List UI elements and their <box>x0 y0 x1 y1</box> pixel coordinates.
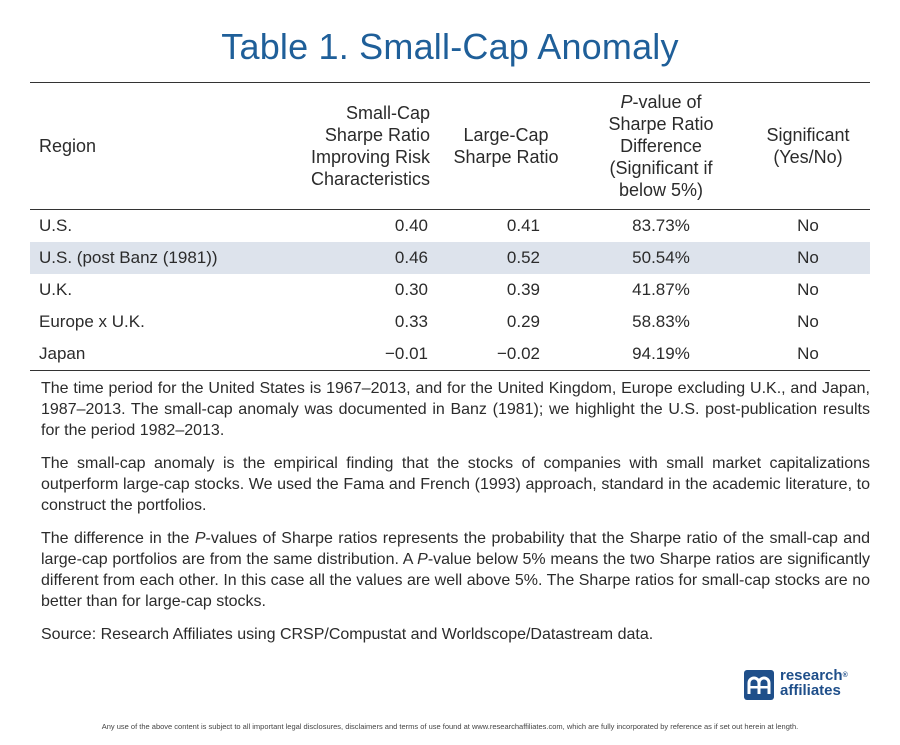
cell-significant: No <box>746 242 870 274</box>
header-small-cap-line: Improving Risk <box>310 147 430 167</box>
header-region: Region <box>30 82 252 210</box>
header-p-value-line: below 5%) <box>618 180 704 200</box>
note-source: Source: Research Affiliates using CRSP/C… <box>41 626 654 643</box>
header-significant: Significant (Yes/No) <box>746 82 870 210</box>
header-large-cap-line: Large-Cap <box>463 125 549 145</box>
table-notes: The time period for the United States is… <box>41 378 870 657</box>
table-row: U.S. 0.40 0.41 83.73% No <box>30 210 870 243</box>
note-p-italic: P <box>417 551 428 568</box>
small-cap-table: Region Small-Cap Sharpe Ratio Improving … <box>30 82 870 371</box>
cell-significant: No <box>797 312 819 331</box>
table-row: Europe x U.K. 0.33 0.29 58.83% No <box>30 306 870 338</box>
note-text: -value below 5% means the two Sharpe rat… <box>41 551 871 610</box>
table-row-highlighted: U.S. (post Banz (1981)) 0.46 0.52 50.54%… <box>30 242 870 274</box>
cell-region: Europe x U.K. <box>39 312 145 331</box>
header-small-cap-line: Sharpe Ratio <box>324 125 430 145</box>
cell-p-value: 58.83% <box>632 312 690 331</box>
note-time-period: The time period for the United States is… <box>41 380 870 439</box>
logo-line-research: research <box>780 667 843 684</box>
legal-disclaimer: Any use of the above content is subject … <box>101 722 799 731</box>
cell-p-value: 41.87% <box>632 280 690 299</box>
cell-large-cap: 0.39 <box>506 280 540 299</box>
logo-wordmark: research® affiliates <box>780 668 848 698</box>
cell-large-cap: 0.52 <box>436 242 576 274</box>
cell-p-value: 94.19% <box>576 338 746 371</box>
cell-significant: No <box>797 280 819 299</box>
research-affiliates-logo-mark-icon <box>744 670 774 700</box>
cell-small-cap: 0.40 <box>394 216 428 235</box>
note-definition: The small-cap anomaly is the empirical f… <box>41 455 870 514</box>
header-large-cap: Large-Cap Sharpe Ratio <box>436 82 576 210</box>
cell-region: U.S. (post Banz (1981)) <box>30 242 252 274</box>
table-header-row: Region Small-Cap Sharpe Ratio Improving … <box>30 82 870 210</box>
note-text: The difference in the <box>41 530 195 547</box>
cell-large-cap: −0.02 <box>436 338 576 371</box>
cell-significant: No <box>746 338 870 371</box>
header-p-italic: P <box>620 92 633 112</box>
cell-p-value: 83.73% <box>632 216 690 235</box>
cell-large-cap: 0.29 <box>506 312 540 331</box>
cell-region: U.K. <box>39 280 73 299</box>
header-p-value: P-value of Sharpe Ratio Difference (Sign… <box>576 82 746 210</box>
header-p-value-line: (Significant if <box>609 158 713 178</box>
header-significant-line: (Yes/No) <box>773 147 843 167</box>
cell-small-cap: 0.30 <box>394 280 428 299</box>
cell-region: Japan <box>30 338 252 371</box>
header-p-value-line: -value of <box>632 92 702 112</box>
header-p-value-line: Difference <box>620 136 702 156</box>
cell-p-value: 50.54% <box>576 242 746 274</box>
cell-small-cap: 0.46 <box>252 242 436 274</box>
logo-line-affiliates: affiliates <box>780 682 841 699</box>
cell-significant: No <box>797 216 819 235</box>
page-title: Table 1. Small-Cap Anomaly <box>221 26 679 67</box>
table-row: Japan −0.01 −0.02 94.19% No <box>30 338 870 371</box>
table-row: U.K. 0.30 0.39 41.87% No <box>30 274 870 306</box>
header-small-cap-line: Small-Cap <box>345 103 430 123</box>
cell-small-cap: −0.01 <box>252 338 436 371</box>
cell-region: U.S. <box>39 216 73 235</box>
note-text: -values of Sharpe ratios represents the … <box>41 530 871 568</box>
note-p-values: The difference in the P-values of Sharpe… <box>41 528 870 612</box>
logo-trademark: ® <box>842 672 848 679</box>
header-significant-line: Significant <box>766 125 850 145</box>
header-large-cap-line: Sharpe Ratio <box>453 147 559 167</box>
header-p-value-line: Sharpe Ratio <box>608 114 714 134</box>
research-affiliates-logo: research® affiliates <box>744 666 874 704</box>
cell-small-cap: 0.33 <box>394 312 428 331</box>
note-p-italic: P <box>194 530 206 547</box>
cell-large-cap: 0.41 <box>506 216 540 235</box>
header-small-cap: Small-Cap Sharpe Ratio Improving Risk Ch… <box>252 82 436 210</box>
header-small-cap-line: Characteristics <box>310 169 430 189</box>
